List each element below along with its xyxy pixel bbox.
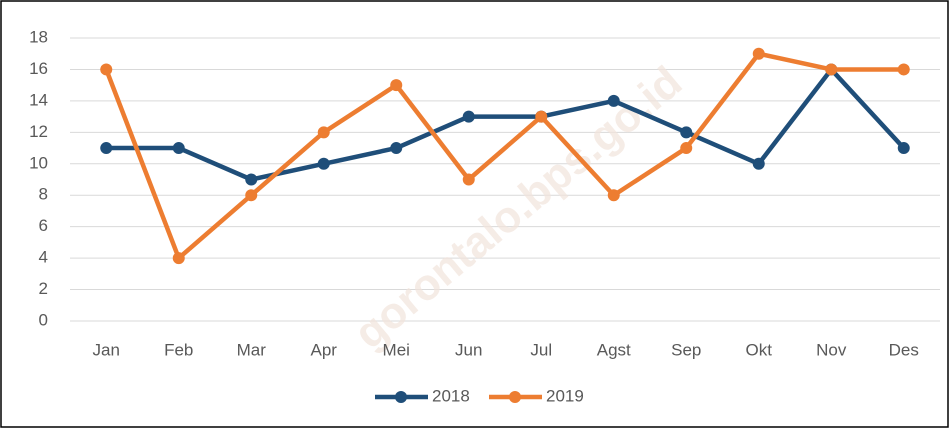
point	[172, 142, 185, 155]
point	[390, 142, 403, 155]
point	[462, 110, 475, 123]
x-tick-label: Mei	[383, 340, 410, 359]
x-tick-label: Apr	[311, 340, 338, 359]
x-tick-label: Jun	[455, 340, 482, 359]
y-tick-label: 8	[39, 185, 48, 204]
series-line	[104, 51, 904, 261]
point	[607, 94, 620, 107]
point	[752, 47, 765, 60]
x-tick-label: Jan	[93, 340, 120, 359]
x-tick-label: Agst	[597, 340, 631, 359]
y-tick-label: 12	[29, 122, 48, 141]
legend-label: 2019	[546, 386, 584, 405]
y-tick-label: 16	[29, 59, 48, 78]
point	[317, 157, 330, 170]
point	[245, 189, 258, 202]
point	[897, 142, 910, 155]
x-tick-label: Des	[889, 340, 919, 359]
y-tick-label: 18	[29, 27, 48, 46]
point	[390, 79, 403, 92]
point	[172, 252, 185, 265]
x-tick-label: Feb	[164, 340, 193, 359]
point	[245, 173, 258, 186]
x-tick-label: Nov	[816, 340, 847, 359]
point	[535, 110, 548, 123]
y-tick-label: 4	[39, 248, 48, 267]
point	[680, 142, 693, 155]
point	[100, 63, 113, 76]
x-tick-label: Jul	[530, 340, 552, 359]
x-tick-label: Okt	[746, 340, 773, 359]
y-tick-label: 10	[29, 153, 48, 172]
x-tick-label: Mar	[237, 340, 267, 359]
series-line	[106, 67, 906, 182]
y-tick-label: 2	[39, 279, 48, 298]
point	[100, 142, 113, 155]
x-tick-label: Sep	[671, 340, 701, 359]
point	[752, 157, 765, 170]
legend-marker	[509, 391, 521, 403]
point	[317, 126, 330, 139]
point	[607, 189, 620, 202]
legend-label: 2018	[432, 386, 470, 405]
point	[825, 63, 838, 76]
legend-marker	[395, 391, 407, 403]
point	[897, 63, 910, 76]
point	[680, 126, 693, 139]
y-tick-label: 0	[39, 310, 48, 329]
point	[462, 173, 475, 186]
y-tick-label: 6	[39, 216, 48, 235]
y-tick-label: 14	[29, 90, 48, 109]
